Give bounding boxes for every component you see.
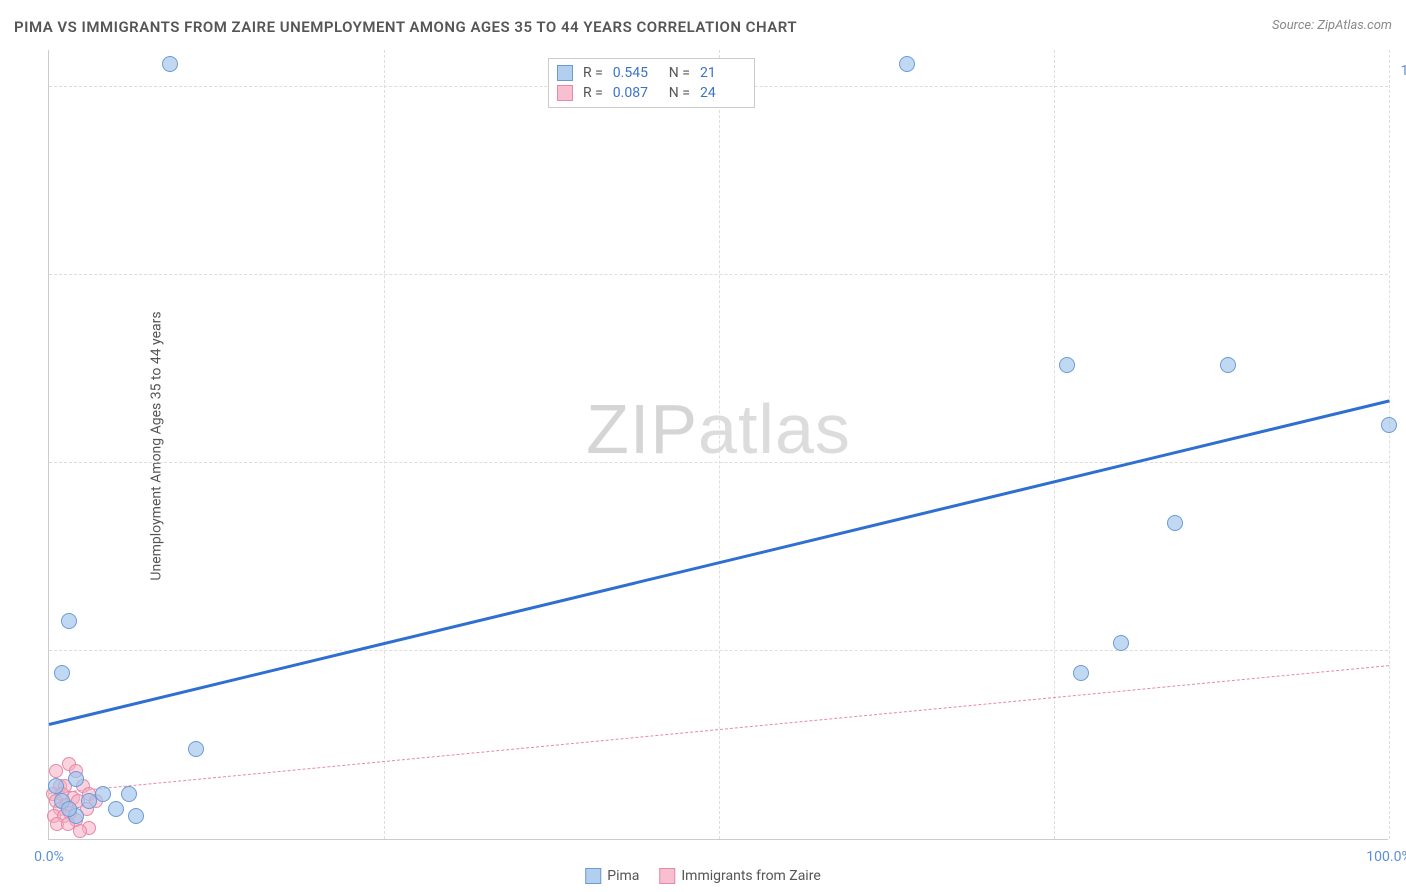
source-label: Source: ZipAtlas.com bbox=[1272, 18, 1392, 33]
data-point-pima bbox=[68, 771, 84, 787]
data-point-pima bbox=[188, 741, 204, 757]
n-value-pima: 21 bbox=[700, 65, 746, 81]
stats-row-zaire: R = 0.087 N = 24 bbox=[557, 83, 746, 103]
stats-row-pima: R = 0.545 N = 21 bbox=[557, 63, 746, 83]
data-point-pima bbox=[899, 56, 915, 72]
n-value-zaire: 24 bbox=[700, 85, 746, 101]
r-label: R = bbox=[583, 85, 603, 101]
data-point-zaire bbox=[49, 764, 63, 778]
data-point-pima bbox=[1167, 515, 1183, 531]
swatch-blue-icon bbox=[557, 65, 573, 81]
r-value-pima: 0.545 bbox=[613, 65, 659, 81]
data-point-zaire bbox=[73, 824, 87, 838]
gridline-v bbox=[719, 50, 720, 839]
watermark-b: atlas bbox=[698, 390, 851, 468]
stats-legend: R = 0.545 N = 21 R = 0.087 N = 24 bbox=[548, 58, 755, 108]
swatch-blue-icon bbox=[585, 868, 601, 884]
bottom-legend: Pima Immigrants from Zaire bbox=[585, 868, 821, 884]
r-value-zaire: 0.087 bbox=[613, 85, 659, 101]
gridline-v bbox=[384, 50, 385, 839]
data-point-pima bbox=[162, 56, 178, 72]
watermark-a: ZIP bbox=[586, 390, 698, 468]
data-point-pima bbox=[1073, 665, 1089, 681]
data-point-pima bbox=[81, 793, 97, 809]
data-point-pima bbox=[54, 665, 70, 681]
swatch-pink-icon bbox=[659, 868, 675, 884]
data-point-pima bbox=[48, 778, 64, 794]
chart-title: PIMA VS IMMIGRANTS FROM ZAIRE UNEMPLOYME… bbox=[14, 18, 797, 36]
x-tick-label: 100.0% bbox=[1366, 849, 1406, 865]
data-point-pima bbox=[1381, 417, 1397, 433]
swatch-pink-icon bbox=[557, 85, 573, 101]
legend-item-pima: Pima bbox=[585, 868, 639, 884]
data-point-pima bbox=[128, 808, 144, 824]
data-point-pima bbox=[61, 613, 77, 629]
plot-area: ZIPatlas 25.0%50.0%75.0%100.0%0.0%100.0% bbox=[48, 50, 1388, 840]
data-point-pima bbox=[1113, 635, 1129, 651]
chart-container: PIMA VS IMMIGRANTS FROM ZAIRE UNEMPLOYME… bbox=[0, 0, 1406, 892]
legend-label-zaire: Immigrants from Zaire bbox=[681, 868, 820, 884]
gridline-v bbox=[1389, 50, 1390, 839]
n-label: N = bbox=[669, 85, 690, 101]
r-label: R = bbox=[583, 65, 603, 81]
data-point-pima bbox=[61, 801, 77, 817]
data-point-pima bbox=[1059, 357, 1075, 373]
n-label: N = bbox=[669, 65, 690, 81]
y-tick-label: 100.0% bbox=[1401, 63, 1406, 79]
legend-item-zaire: Immigrants from Zaire bbox=[659, 868, 820, 884]
data-point-pima bbox=[108, 801, 124, 817]
x-tick-label: 0.0% bbox=[34, 849, 64, 865]
data-point-pima bbox=[121, 786, 137, 802]
gridline-v bbox=[1054, 50, 1055, 839]
data-point-pima bbox=[1220, 357, 1236, 373]
legend-label-pima: Pima bbox=[607, 868, 639, 884]
